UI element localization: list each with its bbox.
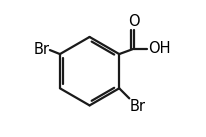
- Text: OH: OH: [148, 41, 170, 56]
- Text: Br: Br: [33, 42, 49, 57]
- Text: Br: Br: [130, 99, 146, 114]
- Text: O: O: [128, 14, 140, 29]
